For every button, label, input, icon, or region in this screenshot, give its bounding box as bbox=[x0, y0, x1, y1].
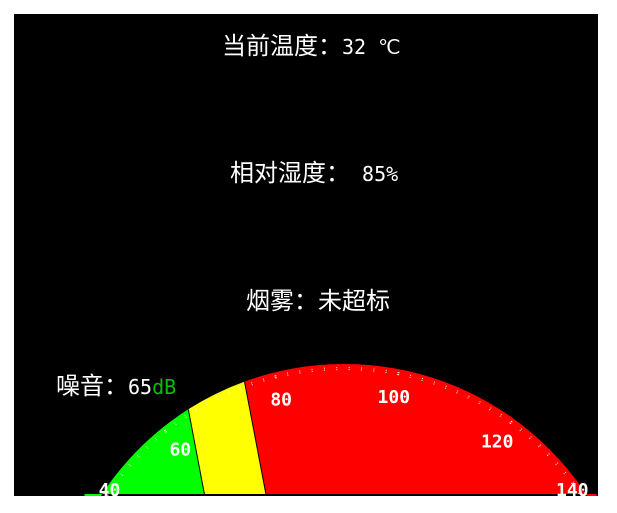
gauge-tick bbox=[433, 380, 436, 385]
gauge-tick bbox=[444, 384, 448, 389]
gauge-tick bbox=[238, 385, 242, 390]
gauge-tick bbox=[136, 454, 140, 458]
gauge-tick bbox=[578, 490, 582, 495]
gauge-tick bbox=[299, 369, 301, 374]
gauge-tick-label: 120 bbox=[481, 431, 514, 452]
gauge-tick bbox=[546, 452, 551, 457]
noise-unit: dB bbox=[152, 375, 177, 399]
noise-value: 65 bbox=[128, 375, 153, 399]
gauge-tick-label: 100 bbox=[378, 387, 411, 408]
gauge-tick bbox=[112, 482, 116, 486]
gauge-tick bbox=[104, 492, 109, 496]
gauge-tick bbox=[144, 445, 149, 449]
gauge-tick bbox=[509, 419, 514, 425]
gauge-tick-label: 40 bbox=[99, 480, 121, 496]
gauge-zone-divider bbox=[244, 381, 267, 495]
gauge-tick bbox=[529, 435, 533, 440]
gauge-tick bbox=[311, 367, 313, 372]
gauge-tick bbox=[385, 369, 387, 374]
gauge-tick bbox=[421, 376, 424, 382]
gauge-tick bbox=[262, 377, 265, 382]
gauge-tick-label: 80 bbox=[270, 390, 292, 411]
temperature-value: 32 ℃ bbox=[342, 35, 401, 59]
gauge-tick bbox=[194, 407, 198, 412]
gauge-tick bbox=[409, 373, 412, 378]
gauge-tick bbox=[563, 471, 568, 475]
noise-reading: 噪音：65dB bbox=[56, 374, 176, 398]
humidity-value: 85% bbox=[350, 162, 399, 186]
gauge-tick bbox=[250, 381, 253, 386]
gauge-tick bbox=[216, 395, 219, 400]
temperature-label: 当前温度： bbox=[222, 32, 342, 60]
gauge-zone-3 bbox=[244, 363, 597, 496]
noise-gauge: 40 60 80 100 120 140 bbox=[84, 363, 597, 496]
gauge-tick bbox=[205, 401, 208, 406]
gauge-tick bbox=[478, 400, 482, 405]
gauge-tick bbox=[397, 371, 400, 376]
gauge-tick bbox=[127, 463, 132, 467]
gauge-tick bbox=[489, 406, 492, 411]
gauge-zones bbox=[84, 363, 597, 496]
gauge-tick bbox=[570, 480, 575, 485]
temperature-reading: 当前温度：32 ℃ bbox=[222, 34, 401, 58]
gauge-tick bbox=[163, 428, 168, 433]
gauge-tick bbox=[154, 436, 158, 441]
smoke-reading: 烟雾：未超标 bbox=[246, 289, 390, 313]
gauge-tick bbox=[467, 394, 471, 399]
humidity-label: 相对湿度： bbox=[230, 159, 350, 187]
gauge-tick bbox=[227, 390, 230, 395]
gauge-tick bbox=[499, 413, 503, 417]
gauge-tick bbox=[519, 427, 523, 432]
smoke-label: 烟雾： bbox=[246, 287, 318, 315]
smoke-status: 未超标 bbox=[318, 287, 390, 315]
gauge-zone-1 bbox=[84, 409, 205, 496]
gauge-zone-2 bbox=[188, 381, 266, 494]
gauge-tick bbox=[183, 414, 187, 419]
gauge-tick-label: 140 bbox=[556, 480, 589, 496]
gauge-tick bbox=[274, 374, 277, 379]
noise-label: 噪音： bbox=[56, 372, 128, 400]
gauge-tick bbox=[555, 461, 560, 466]
gauge-tick bbox=[538, 443, 542, 448]
gauge-tick bbox=[173, 421, 177, 426]
gauge-tick bbox=[456, 389, 459, 394]
monitor-screen: 当前温度：32 ℃ 相对湿度： 85% 烟雾：未超标 40 60 80 100 120 1… bbox=[14, 14, 598, 496]
humidity-reading: 相对湿度： 85% bbox=[230, 161, 398, 185]
gauge-tick-label: 60 bbox=[169, 440, 191, 461]
gauge-zone-divider bbox=[187, 409, 205, 495]
gauge-ticks bbox=[104, 365, 582, 496]
gauge-tick bbox=[286, 371, 289, 376]
gauge-tick bbox=[119, 472, 124, 476]
gauge-labels: 40 60 80 100 120 140 bbox=[99, 387, 589, 496]
